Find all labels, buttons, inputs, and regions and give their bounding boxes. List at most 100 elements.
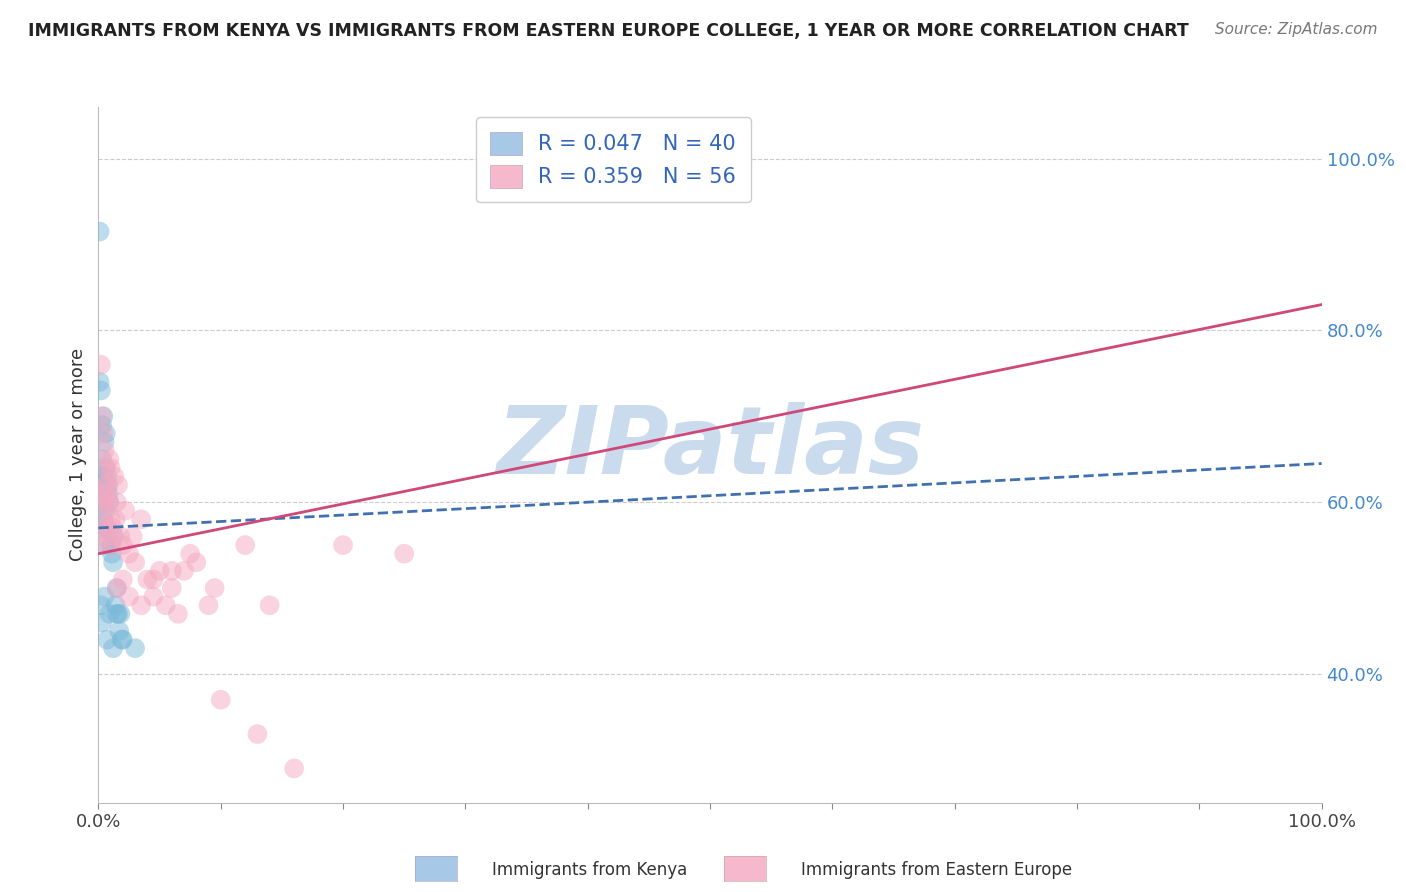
Point xyxy=(96,521,118,535)
Point xyxy=(89,225,111,239)
Point xyxy=(90,521,112,535)
Point xyxy=(104,512,127,526)
Point xyxy=(96,469,118,483)
Point xyxy=(283,761,305,775)
Point xyxy=(91,469,114,483)
Point xyxy=(100,512,122,526)
Point xyxy=(160,564,183,578)
Point xyxy=(90,358,112,372)
Point xyxy=(173,564,195,578)
Point xyxy=(103,469,125,483)
Text: Source: ZipAtlas.com: Source: ZipAtlas.com xyxy=(1215,22,1378,37)
Point xyxy=(108,624,131,638)
Point xyxy=(100,538,122,552)
Point xyxy=(105,581,128,595)
Point xyxy=(98,495,121,509)
Point xyxy=(111,538,134,552)
Point xyxy=(98,452,121,467)
Point xyxy=(89,375,111,389)
Point xyxy=(101,555,124,569)
Point xyxy=(107,478,129,492)
Point xyxy=(111,632,134,647)
Point xyxy=(96,632,118,647)
Point xyxy=(101,529,124,543)
Point xyxy=(103,529,125,543)
Point xyxy=(101,547,124,561)
Point xyxy=(91,417,114,432)
Point xyxy=(155,599,177,613)
Point xyxy=(90,384,112,398)
Point xyxy=(94,426,117,441)
Point xyxy=(90,478,112,492)
Point xyxy=(233,538,256,552)
Text: Immigrants from Eastern Europe: Immigrants from Eastern Europe xyxy=(801,861,1073,879)
Point xyxy=(209,692,232,706)
Point xyxy=(101,521,124,535)
Point xyxy=(94,460,117,475)
Point xyxy=(97,495,120,509)
Text: ZIPatlas: ZIPatlas xyxy=(496,402,924,494)
Point xyxy=(121,529,143,543)
Point xyxy=(259,599,281,613)
Point xyxy=(197,599,219,613)
Y-axis label: College, 1 year or more: College, 1 year or more xyxy=(69,349,87,561)
Text: Immigrants from Kenya: Immigrants from Kenya xyxy=(492,861,688,879)
Text: IMMIGRANTS FROM KENYA VS IMMIGRANTS FROM EASTERN EUROPE COLLEGE, 1 YEAR OR MORE : IMMIGRANTS FROM KENYA VS IMMIGRANTS FROM… xyxy=(28,22,1189,40)
Point xyxy=(101,641,124,656)
Point xyxy=(91,495,114,509)
Point xyxy=(179,547,201,561)
Point xyxy=(142,590,165,604)
Legend: R = 0.047   N = 40, R = 0.359   N = 56: R = 0.047 N = 40, R = 0.359 N = 56 xyxy=(475,118,751,202)
Point xyxy=(94,460,117,475)
Point xyxy=(167,607,190,621)
Point xyxy=(392,547,416,561)
Point xyxy=(98,607,121,621)
Point xyxy=(129,599,152,613)
Point xyxy=(124,555,146,569)
Point xyxy=(104,599,127,613)
Point xyxy=(91,512,114,526)
Point xyxy=(91,512,114,526)
Point xyxy=(124,641,146,656)
Point xyxy=(91,495,114,509)
Point xyxy=(110,529,132,543)
Point xyxy=(91,426,114,441)
Point xyxy=(118,547,141,561)
Point xyxy=(97,486,120,500)
Point xyxy=(204,581,226,595)
Point xyxy=(91,452,114,467)
Point xyxy=(107,607,129,621)
Point xyxy=(94,504,117,518)
Point xyxy=(94,486,117,500)
Point xyxy=(129,512,152,526)
Point xyxy=(91,409,114,424)
Point xyxy=(90,599,112,613)
Point xyxy=(91,615,114,630)
Point xyxy=(142,573,165,587)
Point xyxy=(160,581,183,595)
Point xyxy=(111,573,134,587)
Point xyxy=(110,607,132,621)
Point xyxy=(93,443,115,458)
Point xyxy=(100,460,122,475)
Point xyxy=(97,478,120,492)
Point xyxy=(93,478,115,492)
Point xyxy=(114,504,136,518)
Point xyxy=(97,495,120,509)
Point xyxy=(105,581,128,595)
Point xyxy=(186,555,208,569)
Point xyxy=(93,538,115,552)
Point xyxy=(118,590,141,604)
Point xyxy=(111,632,134,647)
Point xyxy=(101,538,124,552)
Point xyxy=(332,538,354,552)
Point xyxy=(105,495,128,509)
Point xyxy=(93,435,115,450)
Point xyxy=(96,521,118,535)
Point xyxy=(91,409,114,424)
Point xyxy=(90,538,112,552)
Point xyxy=(149,564,172,578)
Point xyxy=(136,573,159,587)
Point xyxy=(96,478,118,492)
Point xyxy=(89,529,111,543)
